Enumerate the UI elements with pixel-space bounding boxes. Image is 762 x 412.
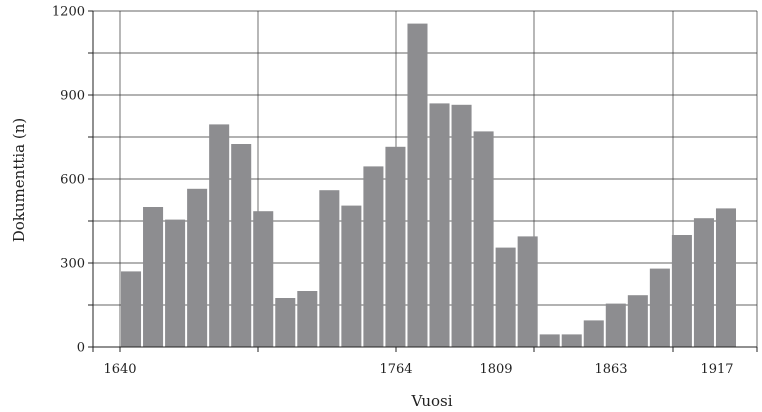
y-tick-label: 0 <box>77 341 85 356</box>
bar <box>231 144 252 347</box>
bar <box>407 23 428 347</box>
bar <box>693 218 714 347</box>
x-tick-label: 1640 <box>103 362 136 377</box>
bar <box>627 295 648 347</box>
x-axis-title: Vuosi <box>410 392 452 410</box>
bar <box>363 166 384 347</box>
bar <box>253 211 274 347</box>
x-tick-label: 1764 <box>379 362 412 377</box>
bar <box>517 236 538 347</box>
bar <box>187 188 208 347</box>
y-tick-label: 600 <box>60 173 85 188</box>
bar <box>319 190 340 347</box>
bar <box>275 298 296 347</box>
y-axis-ticks: 0 300 600 900 1200 <box>52 5 93 356</box>
bar <box>561 334 582 347</box>
y-axis-title: Dokumenttia (n) <box>10 118 28 243</box>
bar <box>583 320 604 347</box>
bar <box>495 247 516 347</box>
bars <box>121 23 736 348</box>
bar <box>385 146 406 347</box>
bar <box>539 334 560 347</box>
bar <box>341 205 362 347</box>
y-tick-label: 900 <box>60 89 85 104</box>
bar <box>297 291 318 347</box>
bar <box>209 124 230 348</box>
bar <box>451 104 472 347</box>
x-tick-label: 1917 <box>700 362 733 377</box>
bar <box>473 131 494 347</box>
bar <box>649 268 670 347</box>
bar <box>165 219 186 347</box>
bar <box>143 207 164 347</box>
bar <box>429 103 450 348</box>
bar <box>671 235 692 347</box>
bar <box>715 208 736 347</box>
x-tick-label: 1863 <box>594 362 627 377</box>
x-axis-ticks: 1640 1764 1809 1863 1917 <box>92 347 758 377</box>
bar <box>121 271 142 347</box>
x-tick-label: 1809 <box>479 362 512 377</box>
y-tick-label: 1200 <box>52 5 85 20</box>
y-tick-label: 300 <box>60 257 85 272</box>
bar <box>605 303 626 347</box>
